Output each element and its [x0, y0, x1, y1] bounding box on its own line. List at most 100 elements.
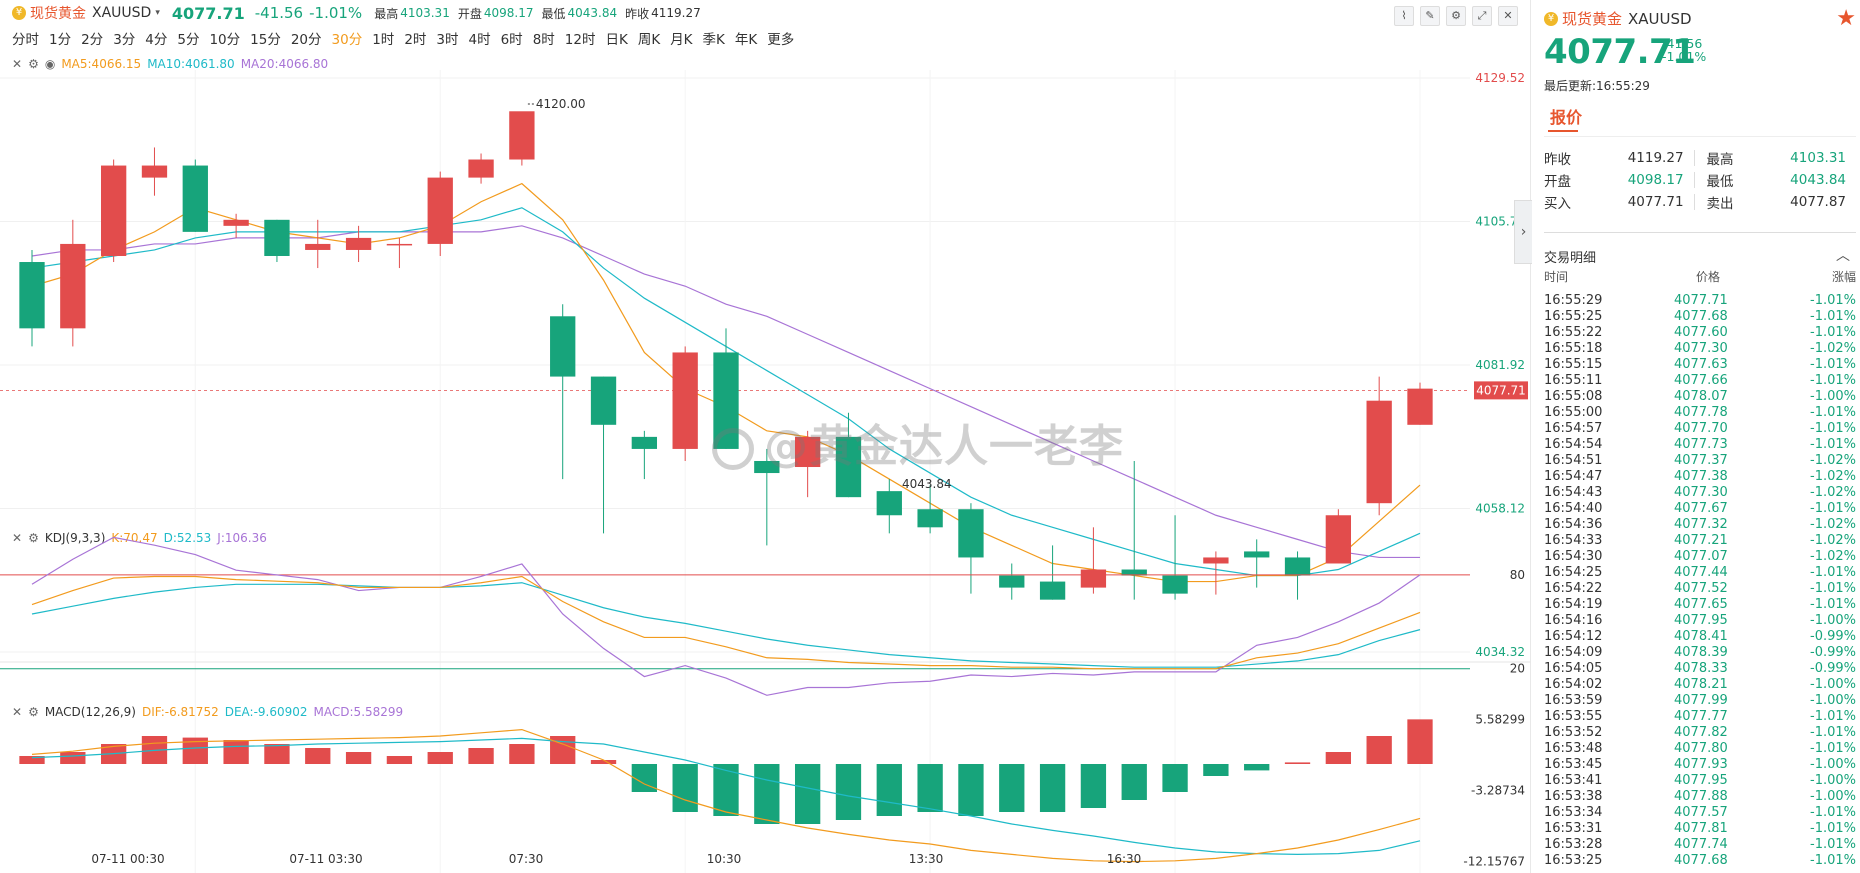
gear-icon[interactable]: ⚙: [28, 705, 39, 719]
list-item: 16:55:29 4077.71 -1.01%: [1544, 292, 1856, 308]
period-20[interactable]: 季K: [702, 32, 725, 48]
candlestick-chart[interactable]: 4129.52 4105.72 4081.92 4058.12 4034.32 4077.…: [0, 0, 1531, 873]
trade-price: 4077.32: [1674, 516, 1728, 532]
list-item: 16:55:00 4077.78 -1.01%: [1544, 404, 1856, 420]
macd-bar: [713, 764, 739, 816]
trade-pct: -1.01%: [1810, 404, 1856, 420]
macd-macd-value: MACD:5.58299: [313, 705, 404, 719]
period-6[interactable]: 10分: [209, 32, 241, 48]
candle-body: [876, 491, 902, 516]
low-label: 最低: [541, 6, 566, 21]
trades-list[interactable]: 16:55:29 4077.71 -1.01% 16:55:25 4077.68 -1.0…: [1544, 292, 1856, 868]
gear-icon[interactable]: ⚙: [28, 57, 39, 71]
high-annotation: 4120.00: [536, 97, 586, 111]
macd-bar: [1244, 764, 1270, 771]
fullscreen-icon[interactable]: ⤢: [1472, 6, 1492, 26]
chevron-down-icon[interactable]: ▾: [155, 8, 160, 18]
symbol-code[interactable]: XAUUSD: [92, 5, 152, 21]
chart-area[interactable]: ¥ 现货黄金 XAUUSD ▾ 4077.71 -41.56 -1.01% 最高…: [0, 0, 1532, 873]
current-price-tag: [1474, 381, 1528, 400]
last-updated: 最后更新:16:55:29: [1544, 77, 1650, 94]
macd-bar: [509, 744, 535, 764]
period-21[interactable]: 年K: [734, 32, 758, 48]
close-icon[interactable]: ✕: [12, 57, 23, 71]
candle-body: [100, 165, 127, 256]
trade-pct: -1.01%: [1810, 580, 1856, 596]
draw-pen-icon[interactable]: ✎: [1420, 6, 1440, 26]
candle-body: [141, 165, 168, 178]
period-8[interactable]: 20分: [290, 32, 322, 48]
period-19[interactable]: 月K: [670, 32, 693, 48]
period-11[interactable]: 2时: [404, 32, 427, 48]
symbol-name[interactable]: 现货黄金: [30, 6, 86, 22]
period-3[interactable]: 3分: [113, 32, 136, 48]
kdj-k-value: K:70.47: [111, 531, 158, 545]
quote-symbol-name: 现货黄金: [1562, 10, 1623, 28]
trades-header: 时间 价格 涨幅: [1544, 268, 1856, 285]
quote-change: -41.56 -1.01%: [1662, 37, 1706, 63]
period-0[interactable]: 分时: [12, 32, 39, 48]
candle-body: [917, 509, 943, 528]
candle-body: [60, 243, 86, 329]
candle-body: [1407, 388, 1433, 425]
trade-price: 4078.21: [1674, 676, 1728, 692]
trade-pct: -1.00%: [1810, 788, 1856, 804]
period-12[interactable]: 3时: [436, 32, 459, 48]
trade-pct: -1.01%: [1810, 724, 1856, 740]
chevron-up-icon[interactable]: ︿: [1836, 248, 1850, 264]
period-4[interactable]: 4分: [145, 32, 168, 48]
line-chart-icon[interactable]: ⌇: [1394, 6, 1414, 26]
trade-time: 16:54:16: [1544, 612, 1603, 628]
macd-tick-label: -12.15767: [1463, 854, 1525, 868]
close-icon[interactable]: ✕: [12, 705, 23, 719]
period-7[interactable]: 15分: [250, 32, 281, 48]
indicator-icon[interactable]: ⚙: [1446, 6, 1466, 26]
close-icon[interactable]: ✕: [12, 531, 23, 545]
macd-bar: [754, 764, 780, 824]
trade-pct: -0.99%: [1810, 644, 1856, 660]
period-10[interactable]: 1时: [372, 32, 395, 48]
period-16[interactable]: 12时: [564, 32, 596, 48]
eye-icon[interactable]: ◉: [44, 57, 56, 71]
list-item: 16:55:18 4077.30 -1.02%: [1544, 340, 1856, 356]
period-17[interactable]: 日K: [605, 32, 628, 48]
close-icon[interactable]: ✕: [1498, 6, 1518, 26]
macd-bar: [550, 736, 576, 764]
tab-quote[interactable]: 报价: [1550, 108, 1583, 127]
macd-bar: [386, 756, 413, 764]
trade-time: 16:54:02: [1544, 676, 1603, 692]
macd-bar: [1407, 719, 1433, 764]
favorite-star-icon[interactable]: ★: [1836, 6, 1856, 31]
more-periods-dropdown[interactable]: 更多: [767, 32, 795, 48]
divider: [1544, 232, 1856, 233]
period-13[interactable]: 4时: [468, 32, 491, 48]
trade-time: 16:55:25: [1544, 308, 1603, 324]
trade-time: 16:54:57: [1544, 420, 1603, 436]
trade-price: 4077.30: [1674, 340, 1728, 356]
period-2[interactable]: 2分: [81, 32, 104, 48]
period-9[interactable]: 30分: [331, 32, 363, 48]
macd-bar: [223, 740, 249, 764]
period-1[interactable]: 1分: [49, 32, 72, 48]
period-15[interactable]: 8时: [532, 32, 555, 48]
macd-bar: [1080, 764, 1107, 808]
period-selector: 分时 1分 2分 3分 4分 5分 10分 15分 20分 30分 1时 2时 3时 4时 6时 8时 12时日…: [12, 28, 794, 48]
low-value: 4043.84: [567, 6, 618, 20]
trade-time: 16:54:25: [1544, 564, 1603, 580]
list-item: 16:54:40 4077.67 -1.01%: [1544, 500, 1856, 516]
period-18[interactable]: 周K: [637, 32, 661, 48]
trade-price: 4077.78: [1674, 404, 1728, 420]
trade-time: 16:53:31: [1544, 820, 1603, 836]
macd-dea-value: DEA:-9.60902: [224, 705, 308, 719]
high-value: 4103.31: [400, 6, 450, 20]
gear-icon[interactable]: ⚙: [28, 531, 39, 545]
chevron-right-icon[interactable]: ›: [1514, 200, 1532, 264]
current-price-tag-label: 4077.71: [1476, 383, 1526, 397]
period-5[interactable]: 5分: [177, 32, 200, 48]
ma20-value: MA20:4066.80: [240, 57, 329, 71]
trade-price: 4077.44: [1674, 564, 1728, 580]
period-14[interactable]: 6时: [500, 32, 523, 48]
macd-bar: [1325, 752, 1352, 764]
trade-pct: -1.01%: [1810, 596, 1856, 612]
list-item: 16:54:22 4077.52 -1.01%: [1544, 580, 1856, 596]
